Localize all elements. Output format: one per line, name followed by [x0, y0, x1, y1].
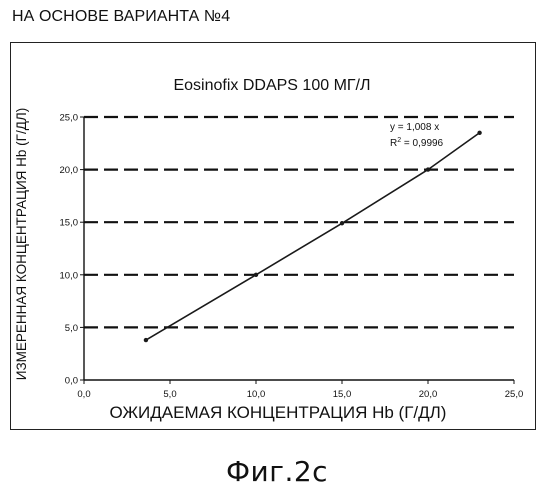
data-point	[254, 273, 258, 277]
data-point	[477, 131, 481, 135]
x-tick-label: 5,0	[163, 389, 176, 400]
x-tick-label: 0,0	[77, 389, 90, 400]
y-tick-label: 0,0	[65, 376, 78, 387]
r-squared-value: = 0,9996	[401, 138, 443, 149]
trendline	[146, 133, 480, 340]
x-tick-label: 15,0	[333, 389, 352, 400]
y-axis-label: ИЗМЕРЕННАЯ КОНЦЕНТРАЦИЯ Hb (Г/ДЛ)	[14, 108, 29, 380]
x-tick-labels: 0,0 5,0 10,0 15,0 20,0 25,0	[77, 380, 523, 400]
y-tick-label: 5,0	[65, 323, 78, 334]
y-tick-label: 20,0	[60, 165, 79, 176]
y-tick-labels: 0,0 5,0 10,0 15,0 20,0 25,0	[60, 113, 85, 387]
grid-lines	[84, 117, 514, 327]
r-squared-prefix: R	[390, 138, 397, 149]
data-point	[340, 221, 344, 225]
r-squared-annotation: R2 = 0,9996	[390, 137, 444, 149]
y-tick-label: 15,0	[60, 218, 79, 229]
x-axis-label: ОЖИДАЕМАЯ КОНЦЕНТРАЦИЯ Hb (Г/ДЛ)	[110, 403, 447, 422]
x-tick-label: 25,0	[505, 389, 524, 400]
x-tick-label: 20,0	[419, 389, 438, 400]
y-tick-label: 25,0	[60, 113, 79, 124]
data-point	[426, 167, 430, 171]
x-tick-label: 10,0	[247, 389, 266, 400]
trendline-equation: y = 1,008 x	[390, 122, 439, 133]
data-point	[144, 338, 148, 342]
y-tick-label: 10,0	[60, 270, 79, 281]
chart-title: Eosinofix DDAPS 100 МГ/Л	[173, 77, 370, 94]
figure-caption: Фиг.2c	[0, 455, 554, 488]
data-series	[144, 131, 482, 343]
